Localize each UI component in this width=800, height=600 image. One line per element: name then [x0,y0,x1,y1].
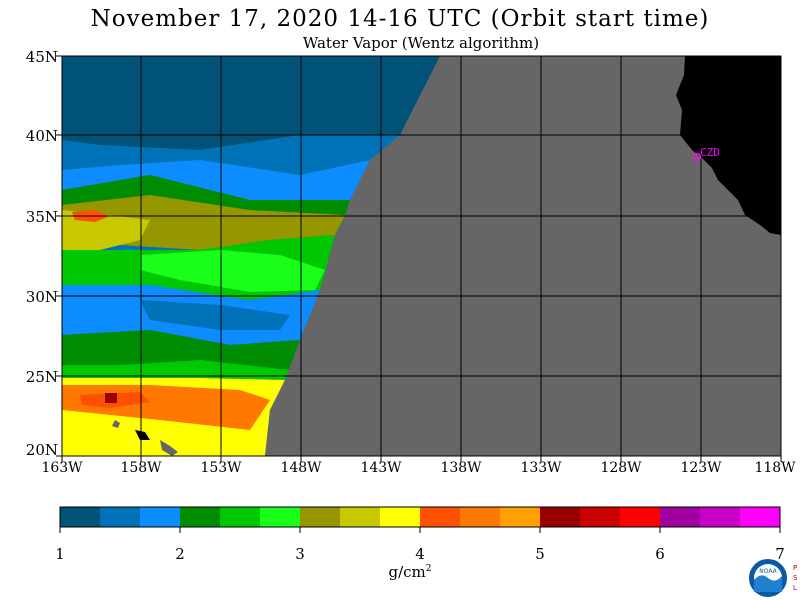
wv-band-bright-blue [62,160,370,200]
colorbar-swatch [700,507,740,527]
lon-label-118w: 118W [754,460,796,476]
svg-text:S: S [793,574,798,582]
lon-label-138w: 138W [440,460,482,476]
svg-text:L: L [793,584,797,592]
wv-band-brightgreen [140,250,325,292]
svg-text:P: P [793,564,797,572]
wv-band-green-s [62,330,300,370]
colorbar-units: g/cm2 [388,563,432,581]
colorbar-swatch [460,507,500,527]
lat-label-25: 25N [25,368,58,386]
colorbar-tick-4: 4 [415,545,425,563]
colorbar-tick-5: 5 [535,545,545,563]
page-title: November 17, 2020 14-16 UTC (Orbit start… [90,6,710,32]
wv-band-dark-north [62,56,440,150]
colorbar-swatch [620,507,660,527]
colorbar-swatch [340,507,380,527]
wv-band-blue-s2 [140,300,290,330]
colorbar-swatch [100,507,140,527]
colorbar-swatch [500,507,540,527]
colorbar-tick-7: 7 [775,545,785,563]
lat-label-40: 40N [25,127,58,145]
colorbar-swatch [420,507,460,527]
colorbar-swatch [260,507,300,527]
lon-label-163w: 163W [41,460,83,476]
lon-label-128w: 128W [600,460,642,476]
lat-label-45: 45N [25,48,58,66]
colorbar-tick-1: 1 [55,545,65,563]
lon-label-148w: 148W [280,460,322,476]
colorbar-tick-3: 3 [295,545,305,563]
map-subtitle: Water Vapor (Wentz algorithm) [302,34,540,52]
wv-max-cell [105,393,117,403]
wv-band-mid-blue [62,135,400,175]
colorbar-swatch [380,507,420,527]
colorbar [59,506,781,533]
noaa-logo-text: NOAA [759,568,777,575]
land-california [676,56,781,235]
wv-band-green-n [62,175,350,215]
wv-band-lgreen-s [62,360,290,380]
hawaii-islands [112,420,120,428]
colorbar-tick-2: 2 [175,545,185,563]
colorbar-swatch [180,507,220,527]
no-data-region [265,56,781,456]
wv-band-yellow-sw [62,425,130,456]
colorbar-swatch [60,507,100,527]
lon-label-143w: 143W [360,460,402,476]
station-label: CZD [700,146,720,159]
noaa-logo: NOAA P S L [747,557,798,599]
colorbar-swatch [220,507,260,527]
colorbar-swatch [300,507,340,527]
lon-label-153w: 153W [200,460,242,476]
colorbar-swatch [540,507,580,527]
colorbar-swatch [140,507,180,527]
lat-label-30: 30N [25,288,58,306]
lon-label-123w: 123W [680,460,722,476]
colorbar-swatch [580,507,620,527]
lon-label-158w: 158W [120,460,162,476]
colorbar-tick-6: 6 [655,545,665,563]
colorbar-swatch [740,507,780,527]
lat-label-35: 35N [25,208,58,226]
station-marker [692,152,702,162]
lon-label-133w: 133W [520,460,562,476]
colorbar-swatch [660,507,700,527]
lat-label-20: 20N [25,441,58,459]
grid-lines [61,55,782,457]
